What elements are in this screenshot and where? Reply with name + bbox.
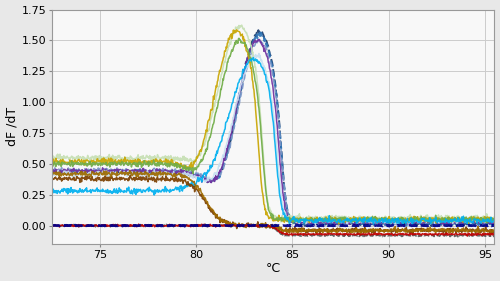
Y-axis label: dF /dT: dF /dT — [6, 107, 18, 146]
X-axis label: °C: °C — [266, 262, 280, 275]
